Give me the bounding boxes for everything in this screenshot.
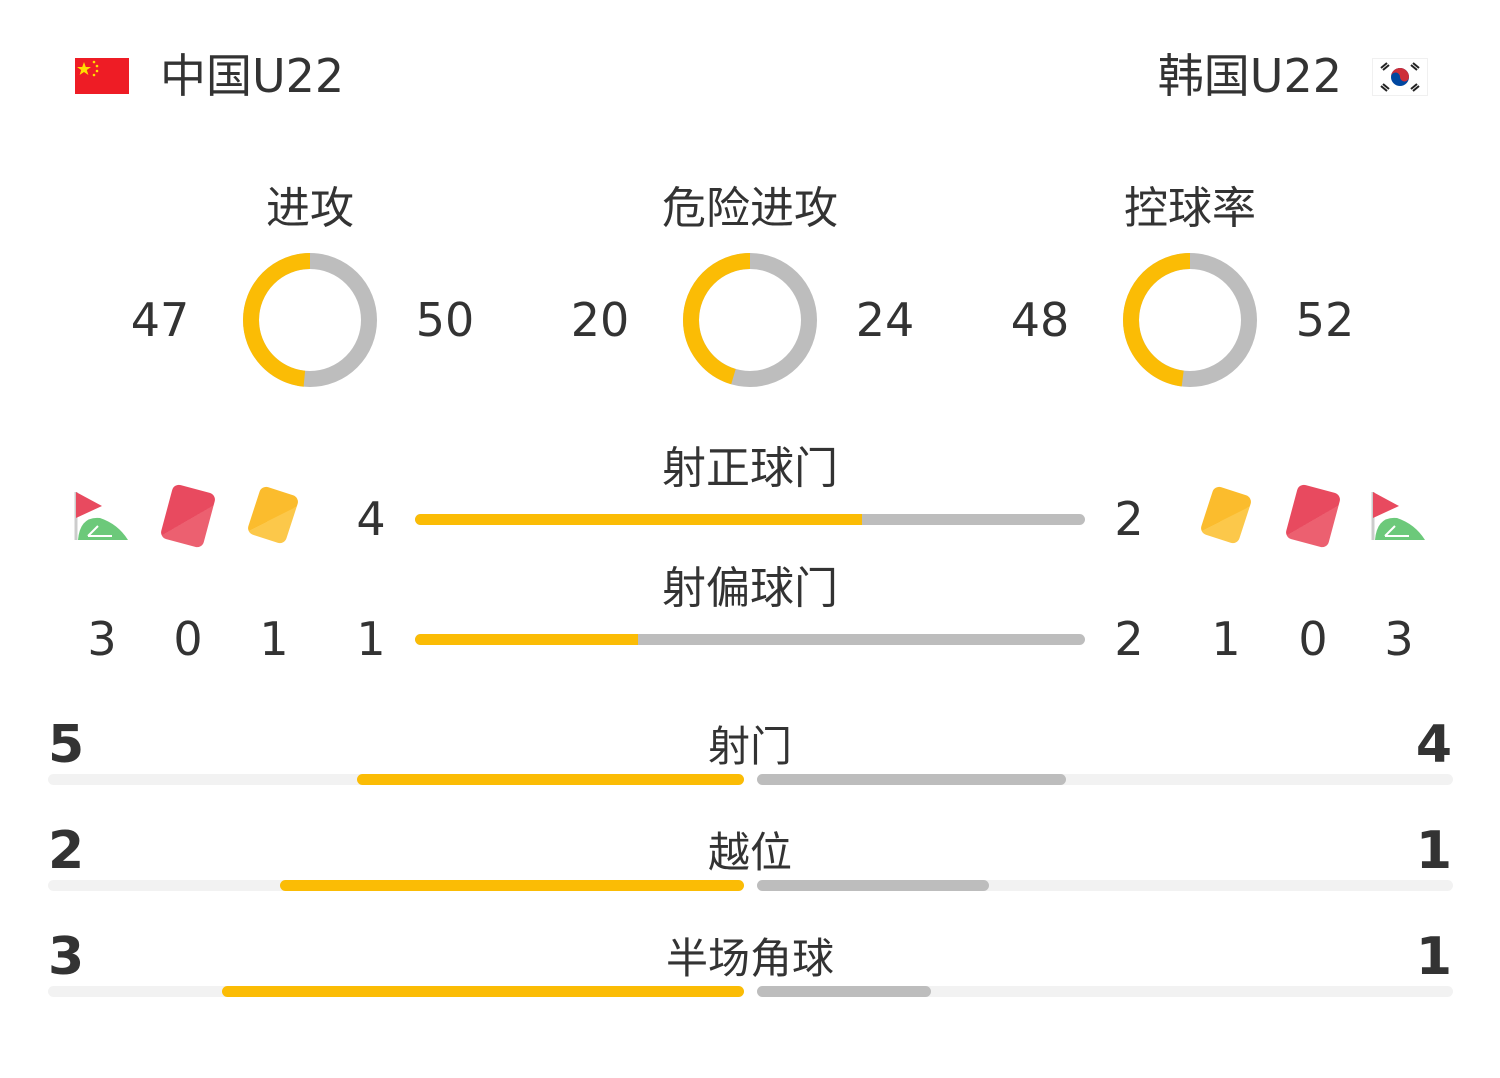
home-shots-on-target: 4 [356,492,386,546]
ring-away-value: 24 [855,293,915,347]
ring-chart [683,253,817,387]
ring-chart [243,253,377,387]
ring-away-value: 50 [415,293,475,347]
corner-flag-icon [74,492,128,540]
away-track [757,774,1453,785]
bottom-home-value: 2 [48,821,85,881]
red-card-icon [1284,483,1342,549]
ring-title: 危险进攻 [662,183,838,234]
away-corners: 3 [1384,612,1414,666]
away-fill [757,880,989,891]
home-fill [415,514,862,525]
away-flag [1372,58,1428,96]
home-fill [357,774,744,785]
bottom-away-value: 1 [1415,927,1452,987]
shots-on-target-bar [415,514,1085,525]
away-yellow-cards: 1 [1211,612,1241,666]
shots-on-target-title: 射正球门 [662,443,838,494]
korea-flag-icon [1380,62,1420,92]
away-team-name: 韩国U22 [1157,49,1342,103]
yellow-card-icon [246,485,300,545]
shots-off-target-bar [415,634,1085,645]
home-flag [75,58,129,94]
shots-off-target-title: 射偏球门 [662,563,838,614]
away-track [757,880,1453,891]
bottom-away-value: 1 [1415,821,1452,881]
away-shots-on-target: 2 [1114,492,1144,546]
home-red-cards: 0 [173,612,203,666]
bottom-away-value: 4 [1415,715,1452,775]
ring-home-value: 47 [130,293,190,347]
yellow-card-icon [1199,485,1253,545]
red-card-icon [159,483,217,549]
ring-title: 控球率 [1124,183,1256,234]
ring-home-arc [243,253,377,387]
away-track [757,986,1453,997]
ring-home-arc [1123,253,1257,387]
bottom-home-value: 5 [48,715,85,775]
ring-away-value: 52 [1295,293,1355,347]
away-red-cards: 0 [1298,612,1328,666]
ring-home-arc [683,253,817,387]
home-corners: 3 [87,612,117,666]
bottom-stat-title: 射门 [707,722,792,771]
ring-title: 进攻 [266,183,354,234]
home-fill [280,880,744,891]
home-track [48,986,744,997]
corner-flag-icon [1371,492,1425,540]
bottom-stat-title: 越位 [707,828,792,877]
home-track [48,774,744,785]
home-yellow-cards: 1 [259,612,289,666]
home-track [48,880,744,891]
bottom-stat-title: 半场角球 [665,934,834,983]
away-shots-off-target: 2 [1114,612,1144,666]
away-fill [757,774,1067,785]
china-flag-icon [77,60,99,77]
ring-chart [1123,253,1257,387]
ring-home-value: 48 [1010,293,1070,347]
home-shots-off-target: 1 [356,612,386,666]
ring-home-value: 20 [570,293,630,347]
home-fill [222,986,744,997]
bottom-home-value: 3 [48,927,85,987]
away-fill [757,986,931,997]
home-fill [415,634,639,645]
home-team-name: 中国U22 [160,49,345,103]
